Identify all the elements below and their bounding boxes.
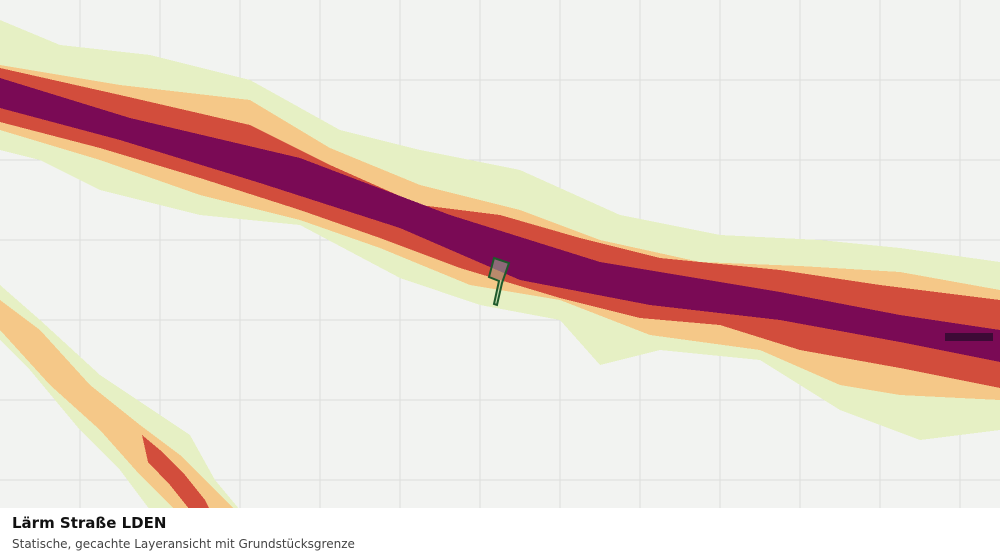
noise-zone-medium: [0, 300, 235, 510]
noise-zone-very-high: [0, 78, 1000, 362]
noise-zone-high: [142, 435, 210, 510]
layer-subtitle: Statische, gecachte Layeransicht mit Gru…: [12, 537, 355, 551]
layer-title: Lärm Straße LDEN: [12, 514, 167, 532]
parcel-boundary[interactable]: [487, 256, 511, 307]
legend-footer: Lärm Straße LDEN Statische, gecachte Lay…: [0, 508, 1000, 560]
noise-zone-low: [0, 285, 240, 510]
noise-zone-extreme: [945, 333, 993, 341]
